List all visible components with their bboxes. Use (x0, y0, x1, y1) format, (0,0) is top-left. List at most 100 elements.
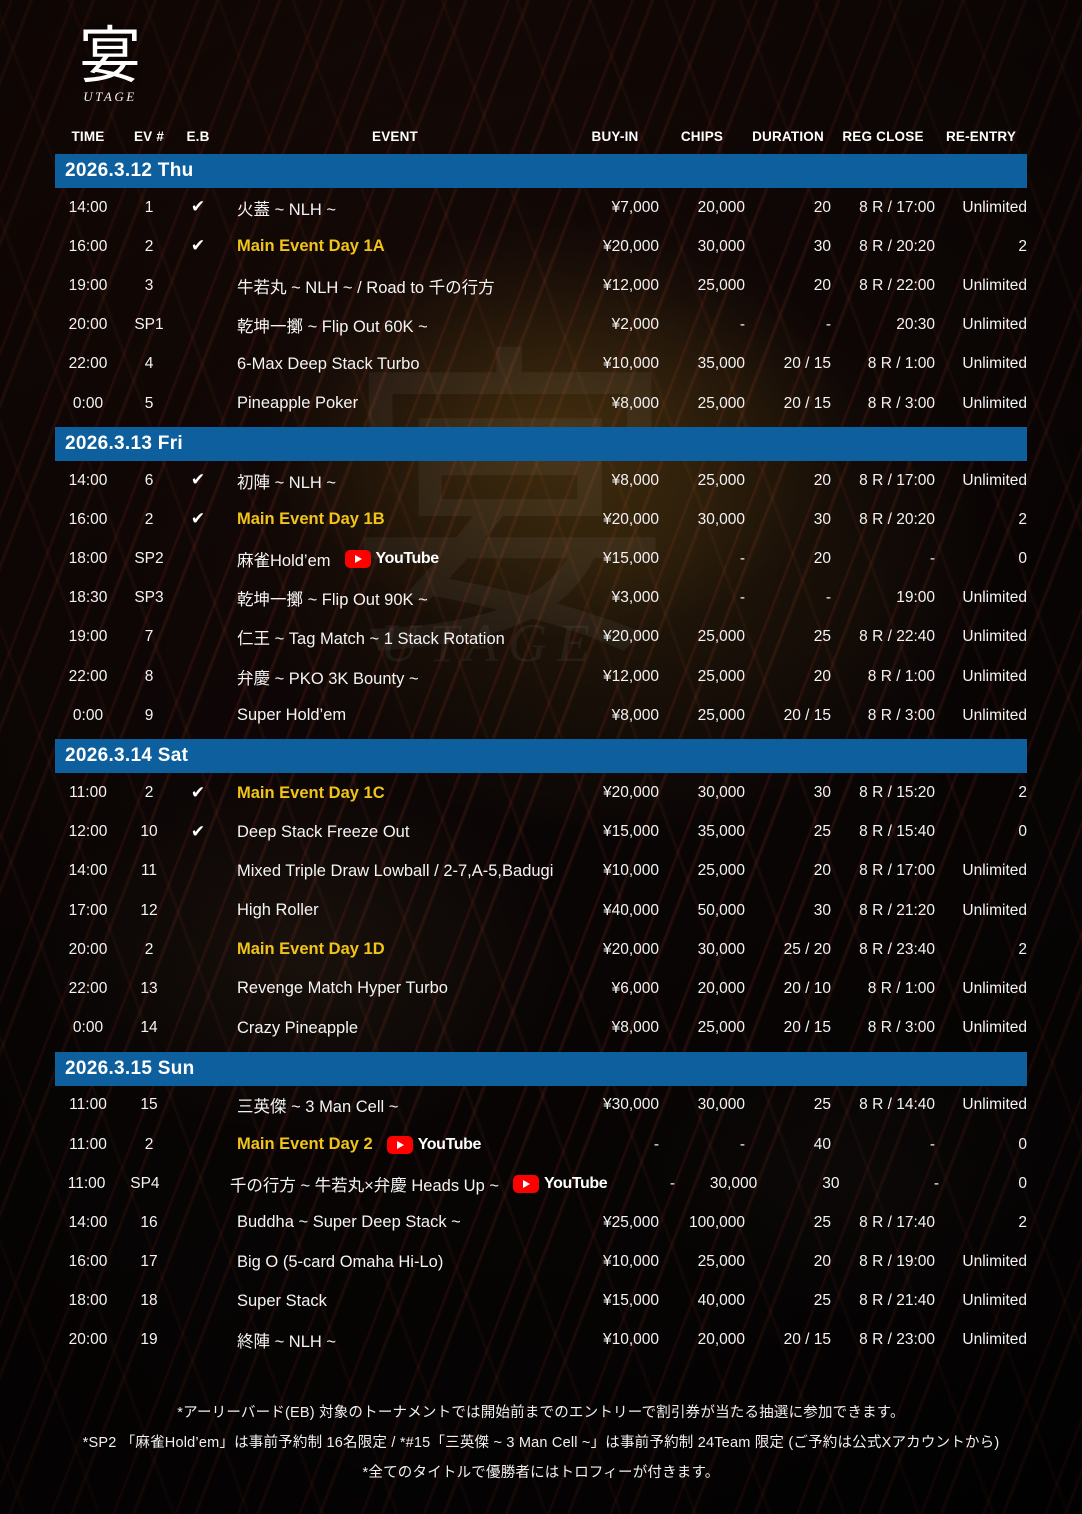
cell-re-entry: Unlimited (962, 628, 1027, 646)
table-row[interactable]: 14:00 11 Mixed Triple Draw Lowball / 2-7,A… (55, 852, 1027, 891)
table-row[interactable]: 16:00 2 ✔ Main Event Day 1B ¥20,000 30,000 30 8… (55, 500, 1027, 539)
cell-re-entry: Unlimited (962, 862, 1027, 880)
cell-chips: 30,000 (697, 1096, 745, 1114)
cell-buyin: ¥6,000 (611, 979, 659, 997)
table-row[interactable]: 18:00 SP2 麻雀Hold’em YouTube ¥15,000 - 20 - 0 (55, 540, 1027, 579)
cell-time: 20:00 (68, 940, 108, 958)
cell-early-bird: ✔ (177, 784, 219, 803)
cell-duration: 30 (813, 784, 831, 802)
cell-time: 14:00 (68, 1213, 108, 1231)
cell-event-name: Deep Stack Freeze Out (219, 823, 571, 842)
table-row[interactable]: 14:00 16 Buddha ~ Super Deep Stack ~ ¥25,00… (55, 1203, 1027, 1242)
day-header-banner: 2026.3.15 Sun (55, 1051, 1027, 1086)
cell-chips: - (739, 1135, 745, 1153)
table-row[interactable]: 19:00 3 牛若丸 ~ NLH ~ / Road to 千の行方 ¥12,000 2… (55, 266, 1027, 305)
youtube-badge[interactable]: YouTube (344, 550, 439, 569)
table-row[interactable]: 16:00 2 ✔ Main Event Day 1A ¥20,000 30,000 30 8… (55, 227, 1027, 266)
table-row[interactable]: 20:00 19 終陣 ~ NLH ~ ¥10,000 20,000 20 / 15 8 R… (55, 1321, 1027, 1360)
cell-re-entry: Unlimited (962, 706, 1027, 724)
cell-re-entry: Unlimited (962, 316, 1027, 334)
cell-duration: 25 / 20 (783, 940, 831, 958)
cell-re-entry: Unlimited (962, 471, 1027, 489)
table-row[interactable]: 14:00 1 ✔ 火蓋 ~ NLH ~ ¥7,000 20,000 20 8 R / 17:… (55, 188, 1027, 227)
table-row[interactable]: 18:30 SP3 乾坤一擲 ~ Flip Out 90K ~ ¥3,000 - - 19:… (55, 579, 1027, 618)
table-row[interactable]: 0:00 9 Super Hold’em ¥8,000 25,000 20 / 15 8 R… (55, 696, 1027, 735)
cell-re-entry: Unlimited (962, 901, 1027, 919)
table-row[interactable]: 22:00 8 弁慶 ~ PKO 3K Bounty ~ ¥12,000 25,000 2… (55, 657, 1027, 696)
cell-time: 12:00 (68, 823, 108, 841)
youtube-badge[interactable]: YouTube (386, 1135, 481, 1154)
column-header-duration: DURATION (752, 128, 824, 144)
cell-duration: 20 / 10 (783, 979, 831, 997)
cell-buyin: ¥12,000 (602, 276, 659, 294)
cell-event-no: 1 (144, 198, 154, 216)
cell-re-entry: 0 (1018, 1135, 1027, 1153)
table-row[interactable]: 0:00 5 Pineapple Poker ¥8,000 25,000 20 / 15 8… (55, 384, 1027, 423)
cell-re-entry: Unlimited (962, 1292, 1027, 1310)
table-row[interactable]: 20:00 SP1 乾坤一擲 ~ Flip Out 60K ~ ¥2,000 - - 20:… (55, 306, 1027, 345)
table-row[interactable]: 19:00 7 仁王 ~ Tag Match ~ 1 Stack Rotation ¥… (55, 618, 1027, 657)
cell-re-entry: 0 (1018, 1174, 1027, 1192)
cell-event-no: 14 (140, 1019, 158, 1037)
cell-reg-close: 8 R / 23:00 (859, 1331, 935, 1349)
cell-event-no: 2 (144, 784, 154, 802)
event-name-main-event: Main Event Day 2 (237, 1135, 373, 1154)
cell-buyin: ¥20,000 (602, 940, 659, 958)
cell-time: 19:00 (68, 628, 108, 646)
cell-early-bird: ✔ (177, 510, 219, 529)
cell-re-entry: Unlimited (962, 394, 1027, 412)
day-header-label: 2026.3.14 Sat (65, 745, 189, 767)
cell-reg-close: 8 R / 17:00 (859, 198, 935, 216)
table-row[interactable]: 14:00 6 ✔ 初陣 ~ NLH ~ ¥8,000 25,000 20 8 R / 17:… (55, 461, 1027, 500)
cell-event-name: Buddha ~ Super Deep Stack ~ (219, 1213, 571, 1232)
table-row[interactable]: 22:00 4 6-Max Deep Stack Turbo ¥10,000 35,00… (55, 345, 1027, 384)
cell-re-entry: 2 (1018, 510, 1027, 528)
cell-event-no: 8 (144, 667, 154, 685)
cell-chips: 25,000 (697, 706, 745, 724)
cell-chips: - (739, 316, 745, 334)
cell-duration: 20 (813, 667, 831, 685)
table-row[interactable]: 0:00 14 Crazy Pineapple ¥8,000 25,000 20 / 15… (55, 1009, 1027, 1048)
cell-buyin: ¥3,000 (611, 589, 659, 607)
event-name: 火蓋 ~ NLH ~ (237, 200, 337, 219)
cell-reg-close: 8 R / 1:00 (867, 667, 935, 685)
cell-buyin: ¥8,000 (611, 1019, 659, 1037)
table-row[interactable]: 18:00 18 Super Stack ¥15,000 40,000 25 8 R / 2… (55, 1282, 1027, 1321)
cell-time: 11:00 (69, 1135, 107, 1153)
cell-duration: - (825, 589, 831, 607)
cell-buyin: ¥15,000 (602, 823, 659, 841)
day-header-banner: 2026.3.13 Fri (55, 427, 1027, 462)
cell-event-name: 仁王 ~ Tag Match ~ 1 Stack Rotation (219, 625, 571, 649)
cell-duration: 20 / 15 (783, 706, 831, 724)
cell-duration: 20 (813, 550, 831, 568)
cell-time: 16:00 (68, 1253, 108, 1271)
cell-event-no: 9 (144, 706, 154, 724)
table-row[interactable]: 12:00 10 ✔ Deep Stack Freeze Out ¥15,000 35,0… (55, 813, 1027, 852)
cell-duration: - (825, 316, 831, 334)
table-row[interactable]: 11:00 2 Main Event Day 2 YouTube - - 40 - 0 (55, 1125, 1027, 1164)
cell-event-name: 火蓋 ~ NLH ~ (219, 196, 571, 220)
table-row[interactable]: 22:00 13 Revenge Match Hyper Turbo ¥6,000 20… (55, 969, 1027, 1008)
cell-re-entry: Unlimited (962, 979, 1027, 997)
table-row[interactable]: 16:00 17 Big O (5-card Omaha Hi-Lo) ¥10,000… (55, 1243, 1027, 1282)
cell-time: 14:00 (68, 198, 108, 216)
footnote-line: *SP2 「麻雀Hold’em」は事前予約制 16名限定 / *#15「三英傑 … (82, 1435, 1000, 1451)
cell-buyin: ¥15,000 (602, 1292, 659, 1310)
cell-reg-close: 8 R / 20:20 (859, 510, 935, 528)
event-name: 乾坤一擲 ~ Flip Out 60K ~ (237, 318, 428, 337)
cell-event-no: SP3 (134, 589, 164, 607)
cell-buyin: ¥10,000 (602, 1331, 659, 1349)
logo-wordmark: UTAGE (83, 89, 137, 104)
table-row[interactable]: 11:00 SP4 千の行方 ~ 牛若丸×弁慶 Heads Up ~ YouTube -… (55, 1164, 1027, 1203)
cell-reg-close: 8 R / 19:00 (859, 1253, 935, 1271)
cell-time: 11:00 (69, 1096, 107, 1114)
table-row[interactable]: 11:00 15 三英傑 ~ 3 Man Cell ~ ¥30,000 30,000 25… (55, 1086, 1027, 1125)
cell-time: 22:00 (68, 979, 108, 997)
cell-event-name: 牛若丸 ~ NLH ~ / Road to 千の行方 (219, 274, 571, 298)
event-name: 三英傑 ~ 3 Man Cell ~ (237, 1098, 399, 1117)
event-name: 牛若丸 ~ NLH ~ / Road to 千の行方 (237, 278, 495, 297)
table-row[interactable]: 11:00 2 ✔ Main Event Day 1C ¥20,000 30,000 30 8… (55, 773, 1027, 812)
cell-event-no: 10 (140, 823, 158, 841)
table-row[interactable]: 17:00 12 High Roller ¥40,000 50,000 30 8 R / 2… (55, 891, 1027, 930)
table-row[interactable]: 20:00 2 Main Event Day 1D ¥20,000 30,000 25 /… (55, 930, 1027, 969)
